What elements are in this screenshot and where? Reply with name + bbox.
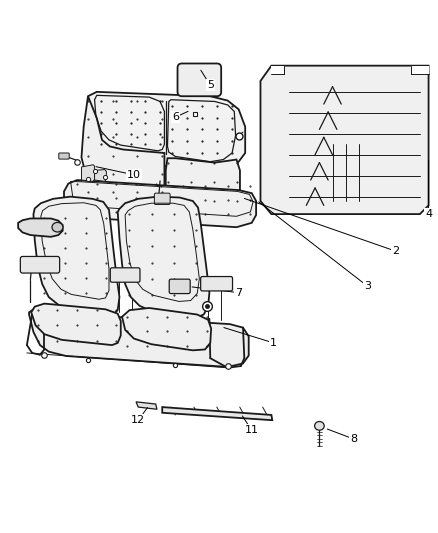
Text: 7: 7 — [235, 288, 242, 298]
Polygon shape — [29, 309, 249, 367]
Polygon shape — [31, 304, 121, 345]
Polygon shape — [162, 407, 272, 420]
Text: 2: 2 — [392, 246, 399, 256]
Polygon shape — [118, 197, 209, 318]
FancyBboxPatch shape — [20, 256, 60, 273]
FancyBboxPatch shape — [154, 193, 170, 205]
Ellipse shape — [52, 222, 63, 232]
Polygon shape — [136, 402, 157, 409]
Polygon shape — [18, 219, 63, 237]
Text: 10: 10 — [127, 170, 141, 180]
Polygon shape — [272, 66, 285, 75]
Text: 5: 5 — [207, 80, 214, 90]
Text: 11: 11 — [245, 425, 259, 435]
Polygon shape — [64, 180, 256, 227]
Polygon shape — [95, 169, 106, 181]
Polygon shape — [261, 66, 428, 214]
Text: 3: 3 — [364, 281, 371, 291]
FancyBboxPatch shape — [110, 268, 140, 282]
Polygon shape — [81, 96, 164, 197]
Polygon shape — [81, 165, 95, 181]
Text: 9: 9 — [30, 220, 37, 230]
Text: 8: 8 — [350, 434, 357, 444]
Polygon shape — [166, 158, 240, 207]
Text: 12: 12 — [131, 415, 145, 425]
FancyBboxPatch shape — [169, 279, 190, 294]
Polygon shape — [33, 197, 120, 317]
FancyBboxPatch shape — [59, 153, 69, 159]
FancyBboxPatch shape — [201, 277, 233, 291]
Ellipse shape — [314, 422, 324, 430]
Text: 1: 1 — [270, 338, 277, 348]
Text: 6: 6 — [172, 112, 179, 122]
Polygon shape — [88, 92, 245, 171]
Text: 4: 4 — [425, 209, 432, 219]
Polygon shape — [411, 66, 428, 75]
Polygon shape — [122, 308, 211, 350]
FancyBboxPatch shape — [177, 63, 221, 96]
